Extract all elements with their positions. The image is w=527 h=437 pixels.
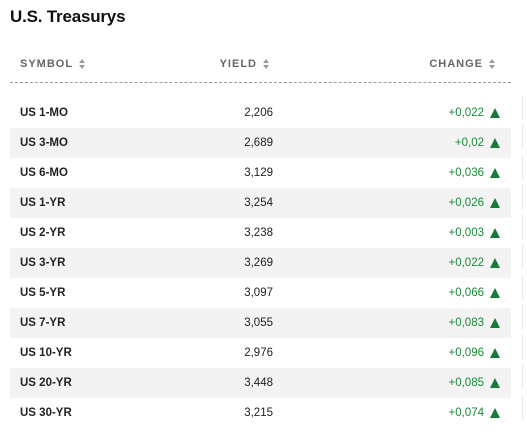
up-arrow-icon — [490, 138, 500, 148]
scroll-edge-divider — [522, 95, 523, 421]
yield-header-label: YIELD — [219, 58, 257, 70]
symbol-cell[interactable]: US 3-MO — [20, 137, 68, 149]
yield-cell: 3,097 — [244, 287, 273, 299]
table-row[interactable]: US 1-MO 2,206 +0,022 — [10, 98, 511, 128]
up-arrow-icon — [490, 408, 500, 418]
symbol-cell[interactable]: US 2-YR — [20, 227, 66, 239]
symbol-cell[interactable]: US 1-MO — [20, 107, 68, 119]
change-column-header[interactable]: CHANGE — [429, 58, 497, 70]
yield-cell: 3,055 — [244, 317, 273, 329]
yield-cell: 3,254 — [244, 197, 273, 209]
up-arrow-icon — [490, 288, 500, 298]
yield-cell: 3,215 — [244, 407, 273, 419]
symbol-cell[interactable]: US 6-MO — [20, 167, 68, 179]
yield-cell: 3,448 — [244, 377, 273, 389]
up-arrow-icon — [490, 198, 500, 208]
symbol-cell[interactable]: US 3-YR — [20, 257, 66, 269]
symbol-cell[interactable]: US 5-YR — [20, 287, 66, 299]
change-cell: +0,026 — [448, 197, 485, 209]
change-cell: +0,022 — [448, 257, 485, 269]
up-arrow-icon — [490, 108, 500, 118]
change-cell: +0,036 — [448, 167, 485, 179]
up-arrow-icon — [490, 378, 500, 388]
yield-cell: 3,129 — [244, 167, 273, 179]
table-row[interactable]: US 6-MO 3,129 +0,036 — [10, 158, 511, 188]
symbol-cell[interactable]: US 30-YR — [20, 407, 72, 419]
table-row[interactable]: US 2-YR 3,238 +0,003 — [10, 218, 511, 248]
symbol-cell[interactable]: US 10-YR — [20, 347, 72, 359]
table-header: SYMBOL YIELD CHANGE — [10, 50, 511, 83]
yield-cell: 2,976 — [244, 347, 273, 359]
change-header-label: CHANGE — [429, 58, 483, 70]
sort-icon — [263, 58, 271, 70]
table-body: US 1-MO 2,206 +0,022 US 3-MO 2,689 +0,02… — [10, 98, 511, 428]
up-arrow-icon — [490, 318, 500, 328]
change-cell: +0,074 — [448, 407, 485, 419]
up-arrow-icon — [490, 258, 500, 268]
table-row[interactable]: US 30-YR 3,215 +0,074 — [10, 398, 511, 428]
yield-cell: 2,206 — [244, 107, 273, 119]
table-row[interactable]: US 7-YR 3,055 +0,083 — [10, 308, 511, 338]
symbol-cell[interactable]: US 1-YR — [20, 197, 66, 209]
change-cell: +0,083 — [448, 317, 485, 329]
yield-column-header[interactable]: YIELD — [220, 58, 271, 70]
yield-cell: 3,238 — [244, 227, 273, 239]
yield-cell: 2,689 — [244, 137, 273, 149]
change-cell: +0,096 — [448, 347, 485, 359]
up-arrow-icon — [490, 168, 500, 178]
yield-cell: 3,269 — [244, 257, 273, 269]
change-cell: +0,02 — [454, 137, 484, 149]
table-row[interactable]: US 5-YR 3,097 +0,066 — [10, 278, 511, 308]
change-cell: +0,085 — [448, 377, 485, 389]
table-row[interactable]: US 3-MO 2,689 +0,02 — [10, 128, 511, 158]
symbol-header-label: SYMBOL — [20, 58, 74, 70]
symbol-cell[interactable]: US 7-YR — [20, 317, 66, 329]
table-row[interactable]: US 20-YR 3,448 +0,085 — [10, 368, 511, 398]
change-cell: +0,003 — [448, 227, 485, 239]
up-arrow-icon — [490, 228, 500, 238]
sort-icon — [489, 58, 497, 70]
up-arrow-icon — [490, 348, 500, 358]
symbol-cell[interactable]: US 20-YR — [20, 377, 72, 389]
table-row[interactable]: US 1-YR 3,254 +0,026 — [10, 188, 511, 218]
treasury-table: SYMBOL YIELD CHANGE US 1-MO 2,206 +0,022… — [10, 50, 511, 428]
sort-icon — [79, 58, 87, 70]
table-row[interactable]: US 3-YR 3,269 +0,022 — [10, 248, 511, 278]
change-cell: +0,022 — [448, 107, 485, 119]
change-cell: +0,066 — [448, 287, 485, 299]
table-row[interactable]: US 10-YR 2,976 +0,096 — [10, 338, 511, 368]
symbol-column-header[interactable]: SYMBOL — [20, 58, 87, 70]
page-title: U.S. Treasurys — [10, 7, 126, 26]
